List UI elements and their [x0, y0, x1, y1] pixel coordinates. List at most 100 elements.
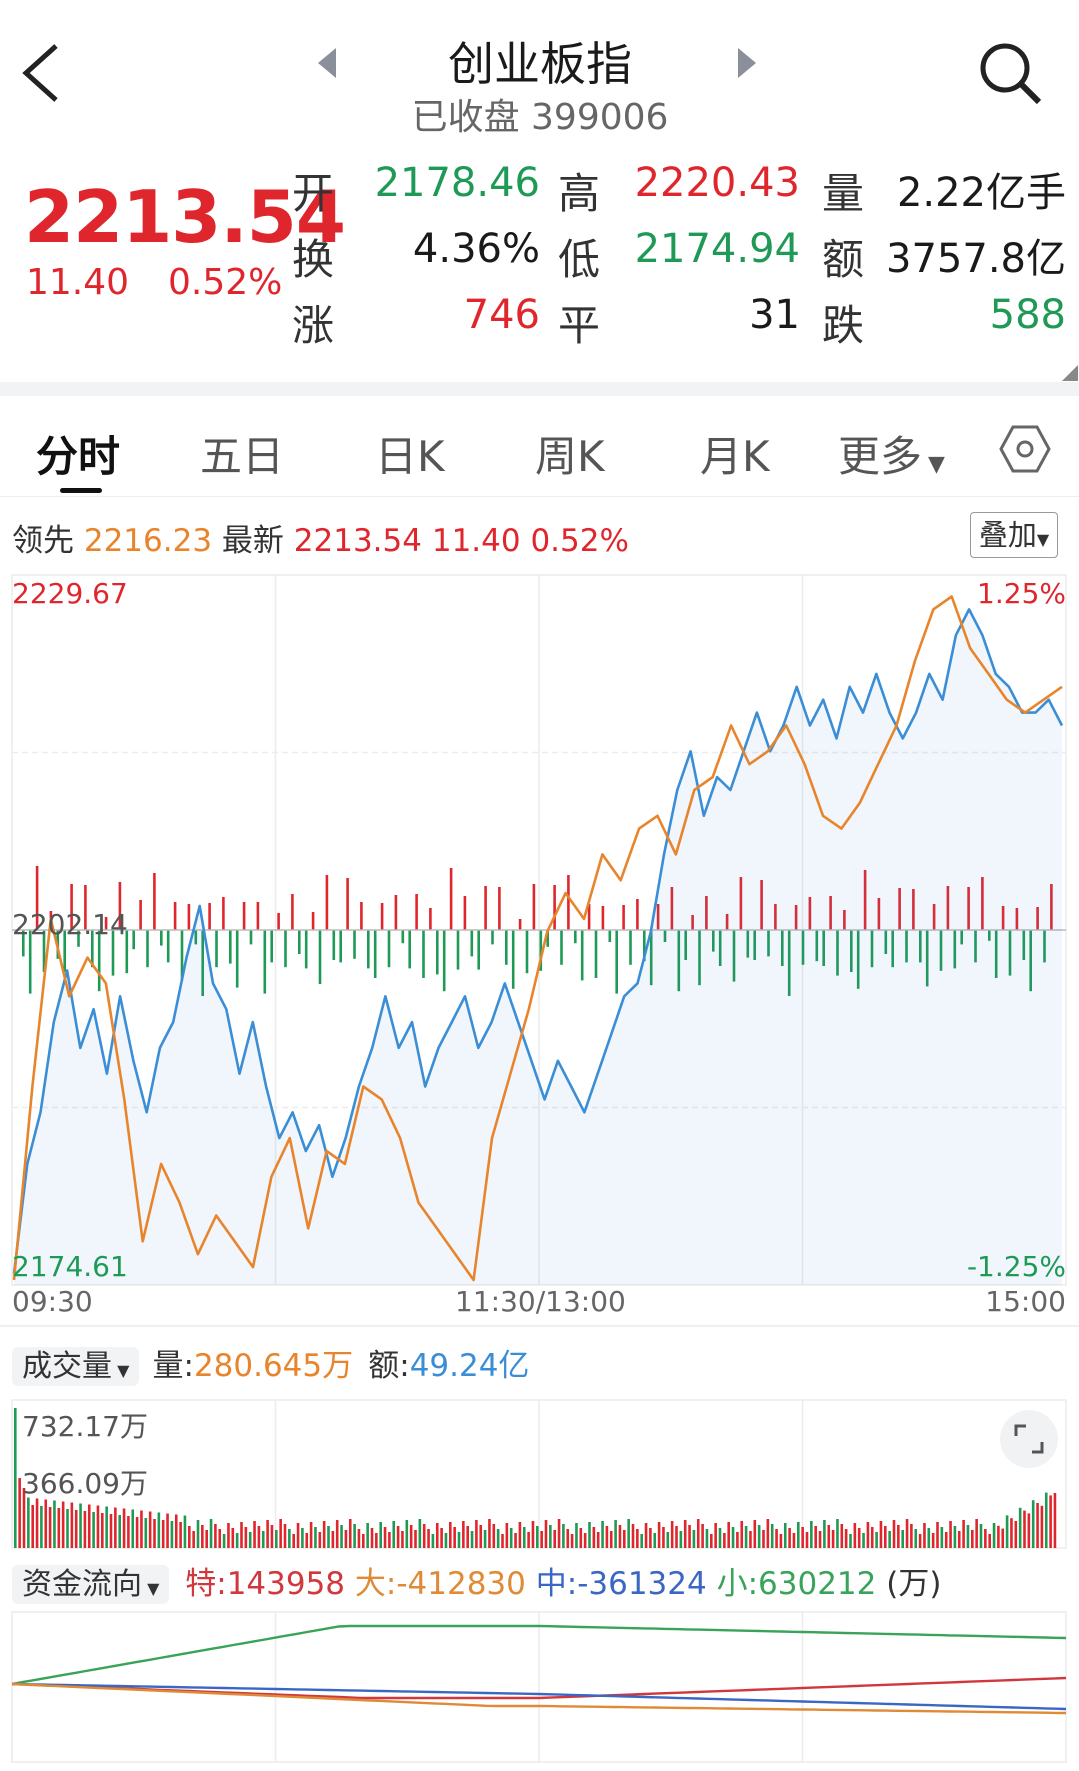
low-value: 2174.94	[634, 226, 800, 272]
strength-bar	[739, 877, 743, 930]
volume-bar	[701, 1524, 704, 1548]
volume-bar	[105, 1506, 108, 1548]
volume-bar	[157, 1512, 161, 1548]
strength-bar	[339, 930, 342, 963]
volume-bar	[518, 1522, 522, 1548]
volume-bar	[396, 1526, 400, 1548]
volume-bar	[314, 1527, 317, 1548]
volume-bar	[1040, 1505, 1044, 1548]
next-arrow-icon[interactable]	[738, 48, 756, 78]
volume-bar	[288, 1529, 291, 1548]
strength-bar	[91, 930, 94, 968]
volume-bar	[783, 1523, 787, 1548]
quote-panel	[0, 140, 1079, 385]
tab-more[interactable]: 更多 ▼	[838, 423, 945, 484]
strength-bar	[505, 930, 508, 965]
overlay-button[interactable]: 叠加▼	[970, 512, 1058, 558]
strength-bar	[698, 930, 701, 986]
volume-bar	[435, 1523, 439, 1548]
tab-monthly-k[interactable]: 月K	[700, 432, 770, 481]
volume-bar	[675, 1526, 678, 1548]
tab-intraday[interactable]: 分时	[36, 432, 121, 481]
volume-bar	[618, 1525, 622, 1548]
strength-bar	[753, 930, 756, 960]
fund-flow-selector[interactable]: 资金流向 ▼	[12, 1565, 170, 1604]
large-flow-line	[11, 1682, 1067, 1715]
volume-bar	[348, 1519, 352, 1548]
strength-bar	[560, 930, 563, 965]
strength-bar	[663, 930, 667, 942]
large-flow: 大:-412830	[354, 1566, 526, 1602]
volume-bar	[331, 1531, 335, 1548]
volume-bar	[614, 1520, 617, 1548]
strength-bar	[97, 930, 101, 992]
strength-bar	[774, 904, 777, 930]
volume-bar	[440, 1528, 443, 1548]
strength-bar	[836, 930, 839, 976]
price-change: 11.40	[26, 262, 130, 303]
strength-bar	[484, 886, 487, 930]
volume-bar	[405, 1520, 409, 1548]
volume-bar	[596, 1532, 600, 1548]
volume-bar	[153, 1519, 156, 1548]
back-icon[interactable]	[14, 38, 74, 108]
volume-bar	[997, 1525, 1000, 1548]
volume-bar	[953, 1526, 957, 1548]
search-icon[interactable]	[975, 38, 1047, 110]
strength-bar	[104, 917, 108, 930]
volume-bar	[531, 1521, 535, 1548]
strength-bar	[304, 930, 308, 969]
volume-bar	[905, 1519, 909, 1548]
volume-bar	[170, 1521, 174, 1548]
volume-bar	[818, 1531, 822, 1548]
volume-bar	[305, 1533, 309, 1548]
volume-bar	[592, 1527, 596, 1548]
volume-bar	[74, 1510, 78, 1548]
volume-bar	[588, 1522, 591, 1548]
volume-bar	[623, 1530, 626, 1548]
strength-bar	[684, 930, 687, 960]
volume-bar	[131, 1509, 135, 1548]
volume-bar	[1027, 1513, 1031, 1548]
strength-bar	[449, 868, 453, 930]
volume-bar	[444, 1533, 448, 1548]
strength-bar	[222, 897, 225, 930]
strength-bar	[456, 930, 460, 970]
volume-bar	[940, 1527, 944, 1548]
expand-button[interactable]	[1000, 1410, 1058, 1468]
volume-bar	[1010, 1518, 1013, 1548]
volume-bar	[135, 1517, 139, 1548]
volume-bar	[579, 1528, 583, 1548]
lead-line	[12, 595, 1063, 1282]
volume-bar	[627, 1519, 630, 1548]
medium-flow-line	[11, 1682, 1067, 1711]
volume-bar	[92, 1512, 95, 1548]
volume-bar	[27, 1497, 30, 1548]
volume-selector[interactable]: 成交量 ▼	[12, 1347, 140, 1386]
volume-bar	[22, 1488, 26, 1548]
volume-bar	[788, 1528, 791, 1548]
chart-info-bar: 领先 2216.23 最新 2213.54 11.40 0.52%	[12, 515, 629, 560]
down-count-label: 跌	[822, 301, 865, 350]
volume-bar	[244, 1527, 248, 1548]
volume-bar	[792, 1533, 796, 1548]
tab-weekly-k[interactable]: 周K	[535, 432, 605, 481]
tab-five-day[interactable]: 五日	[200, 432, 285, 481]
settings-icon[interactable]	[999, 424, 1051, 474]
strength-bar	[760, 880, 763, 930]
strength-bar	[953, 930, 957, 969]
strength-bar	[829, 896, 832, 930]
turnover-label: 换	[292, 235, 335, 284]
tab-daily-k[interactable]: 日K	[375, 432, 445, 481]
prev-arrow-icon[interactable]	[318, 48, 336, 78]
strength-bar	[311, 912, 315, 930]
volume-bar	[1053, 1493, 1057, 1548]
strength-bar	[201, 930, 204, 996]
volume-bar	[653, 1533, 657, 1548]
strength-bar	[77, 930, 80, 947]
volume-bar	[118, 1515, 121, 1548]
intraday-chart[interactable]	[11, 574, 1067, 1287]
volume-bar	[205, 1530, 208, 1548]
volume-bar	[257, 1526, 261, 1548]
volume-selector-label: 成交量	[22, 1349, 112, 1384]
